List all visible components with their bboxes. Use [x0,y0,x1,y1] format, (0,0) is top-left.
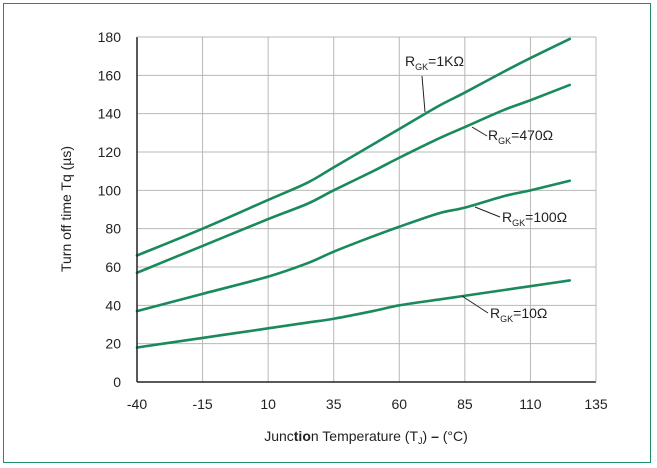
series-leader-line [461,295,489,314]
series-label-value: =470Ω [511,127,553,143]
series-label-value: =1KΩ [428,53,464,69]
y-tick-label: 180 [98,29,122,45]
y-axis-title: Turn off time Tq (µs) [58,146,74,272]
series-label: RGK=1KΩ [405,53,464,72]
series-label-main: R [488,127,498,143]
y-tick-label: 140 [98,106,122,122]
axes [136,36,597,383]
series-label-main: R [405,53,415,69]
x-tick-label: 135 [584,396,608,412]
x-tick-label: -15 [192,396,212,412]
y-tick-label: 20 [105,336,121,352]
series-leader-line [421,75,426,113]
x-axis-title-bold: tio [294,428,311,444]
series-label-subscript: GK [498,136,511,146]
series-line [135,179,572,313]
x-axis-title-part: Junc [264,428,294,444]
y-tick-label: 120 [98,144,122,160]
series-label-subscript: GK [415,62,428,72]
series-leader-line [474,206,501,218]
y-tick-label: 60 [105,259,121,275]
x-axis-title-dash: – [431,428,439,444]
x-tick-label: -40 [127,396,147,412]
y-tick-label: 40 [105,297,121,313]
series-label: RGK=100Ω [502,209,567,228]
x-tick-label: 10 [260,396,276,412]
series-line [135,83,572,275]
series-label-subscript: GK [512,218,525,228]
x-axis-title: Junction Temperature (TJ) – (°C) [264,428,468,446]
y-tick-label: 0 [113,374,121,390]
x-axis-title-part: n Temperature (T [311,428,419,444]
tick-labels: -40 -15 10 35 60 85 110 135 0 20 40 60 80 100 120 140 16… [98,29,608,412]
x-tick-label: 60 [391,396,407,412]
series-label-value: =10Ω [513,305,547,321]
series-label-subscript: GK [500,314,513,324]
series-label-value: =100Ω [525,209,567,225]
series-line [135,279,572,349]
y-tick-label: 100 [98,182,122,198]
chart-frame [3,3,651,463]
series-leader-line [471,126,488,137]
series-label: RGK=10Ω [490,305,547,324]
y-tick-label: 80 [105,221,121,237]
series-label: RGK=470Ω [488,127,553,146]
series-label-main: R [502,209,512,225]
x-tick-label: 85 [457,396,473,412]
x-axis-title-unit: (°C) [439,428,468,444]
x-axis-title-part: ) [423,428,432,444]
series-label-main: R [490,305,500,321]
x-axis-title-subscript: J [418,436,423,446]
series-line [135,37,572,257]
x-tick-label: 110 [519,396,542,412]
series-lines [135,37,572,349]
x-tick-label: 35 [326,396,342,412]
y-tick-label: 160 [98,67,122,83]
